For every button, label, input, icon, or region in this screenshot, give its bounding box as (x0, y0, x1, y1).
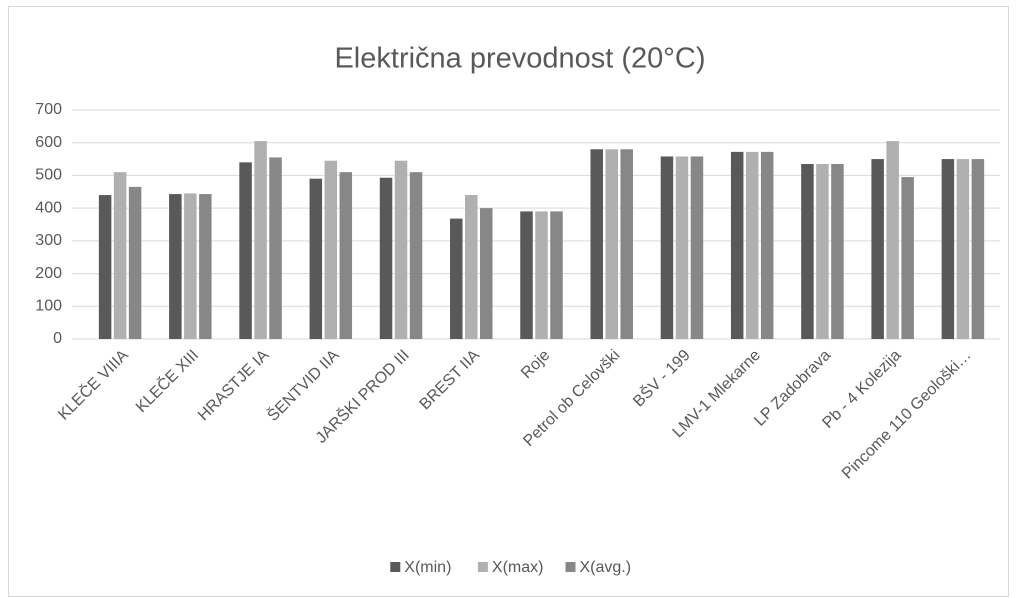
bar (480, 208, 493, 339)
bar (169, 194, 182, 339)
bar (605, 149, 618, 339)
bar (745, 151, 759, 339)
bar (690, 156, 704, 339)
bar (450, 218, 463, 339)
bar (309, 178, 323, 339)
bar (590, 149, 603, 339)
bar (760, 151, 774, 339)
y-tick-label: 500 (35, 167, 62, 184)
bar (971, 159, 985, 339)
bar (675, 156, 689, 339)
bar (956, 159, 970, 339)
bar (98, 195, 112, 339)
bar (239, 162, 252, 339)
chart-title: Električna prevodnost (20°C) (334, 43, 705, 75)
bar (113, 172, 127, 339)
y-tick-label: 700 (35, 101, 62, 118)
bar (199, 194, 212, 339)
bar (871, 159, 884, 339)
legend-swatch (477, 562, 488, 572)
chart-border (8, 6, 1009, 597)
bar (409, 172, 423, 339)
bar (550, 211, 563, 339)
bar (535, 211, 548, 339)
bar (128, 186, 142, 339)
legend-label: X(min) (404, 559, 451, 576)
bar (324, 160, 338, 339)
bar (394, 160, 408, 339)
bar (901, 177, 914, 339)
bar (730, 151, 744, 339)
bar (184, 193, 197, 339)
legend-label: X(max) (492, 559, 544, 576)
bar (379, 177, 393, 339)
bar (831, 163, 844, 339)
bar (660, 156, 674, 339)
bar (816, 163, 829, 339)
bar (801, 163, 814, 339)
y-tick-label: 100 (35, 298, 62, 315)
bar (339, 172, 353, 339)
y-tick-label: 300 (35, 232, 62, 249)
legend-swatch (390, 562, 401, 572)
bar (254, 141, 267, 339)
legend-label: X(avg.) (580, 559, 632, 576)
bar (886, 141, 899, 339)
y-tick-label: 400 (35, 199, 62, 216)
bar (465, 195, 478, 339)
bar (941, 159, 955, 339)
bar (520, 211, 533, 339)
y-tick-label: 0 (53, 330, 62, 347)
y-tick-label: 600 (35, 134, 62, 151)
bar (620, 149, 633, 339)
bar (269, 157, 282, 339)
y-tick-label: 200 (35, 265, 62, 282)
legend-swatch (565, 562, 576, 572)
